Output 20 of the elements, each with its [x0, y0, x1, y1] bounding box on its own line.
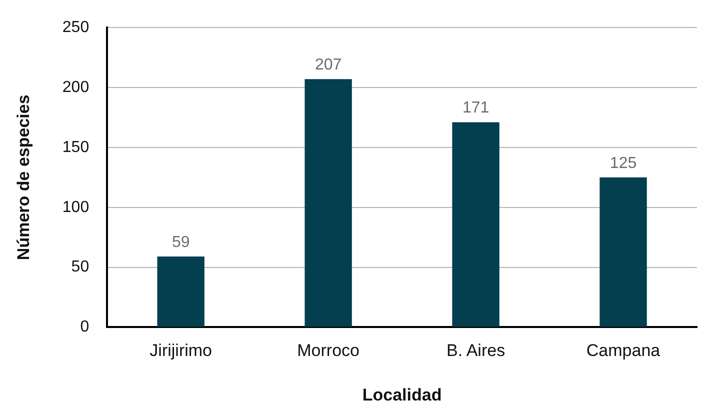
y-tick-label: 250 [62, 19, 90, 36]
x-axis-title: Localidad [362, 385, 442, 404]
x-tick-label: B. Aires [446, 341, 506, 360]
x-tick-label: Jirijirimo [150, 341, 212, 360]
y-tick-label: 150 [62, 138, 90, 156]
y-tick-label: 50 [71, 258, 90, 276]
y-axis-title: Número de especies [14, 94, 33, 260]
bar [157, 256, 204, 327]
x-tick-label: Campana [586, 341, 661, 360]
x-tick-label: Morroco [297, 341, 360, 360]
bar [600, 177, 647, 327]
y-tick-label: 200 [62, 78, 90, 96]
data-label: 207 [314, 56, 342, 74]
data-label: 171 [462, 100, 490, 117]
bar [304, 79, 352, 327]
data-label: 125 [610, 154, 637, 172]
y-tick-label: 0 [80, 318, 90, 336]
y-tick-label: 100 [62, 198, 90, 216]
data-label: 59 [172, 234, 190, 251]
bar [452, 122, 500, 327]
